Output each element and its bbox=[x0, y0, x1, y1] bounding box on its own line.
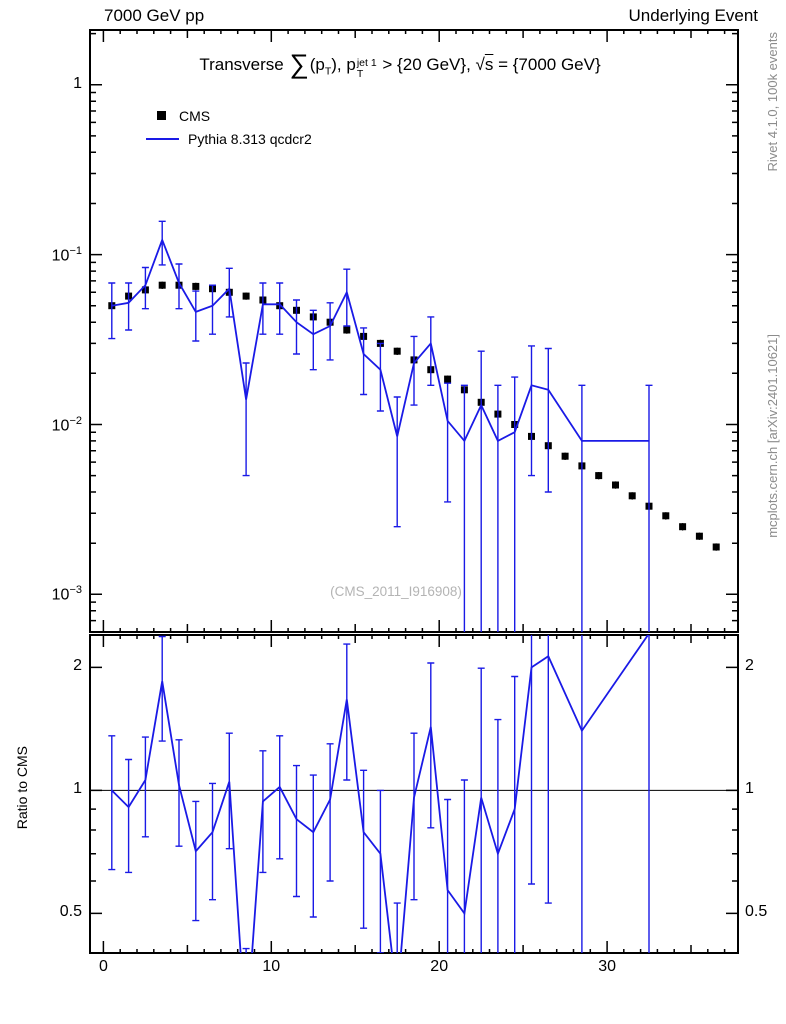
title-sup-jet1: jet 1 bbox=[356, 57, 377, 70]
x-tick-label: 30 bbox=[598, 958, 616, 975]
y-main-tick-label: 1 bbox=[73, 74, 82, 92]
y-main-tick-label: 10−3 bbox=[51, 584, 82, 604]
title-sub-t: T bbox=[324, 65, 332, 78]
y-main-tick-label: 10−2 bbox=[51, 414, 82, 434]
title-mid: ), p bbox=[331, 55, 356, 74]
analysis-id-watermark: (CMS_2011_I916908) bbox=[330, 584, 462, 599]
cms-data-points bbox=[108, 281, 720, 551]
x-tick-label: 20 bbox=[430, 958, 449, 975]
sum-symbol: ∑ bbox=[289, 49, 309, 79]
legend: CMS Pythia 8.313 qcdcr2 bbox=[146, 104, 312, 150]
header-beam-label: 7000 GeV pp bbox=[104, 6, 205, 25]
legend-row-pythia: Pythia 8.313 qcdcr2 bbox=[146, 127, 312, 150]
x-tick-label: 10 bbox=[262, 958, 281, 975]
legend-label-pythia: Pythia 8.313 qcdcr2 bbox=[188, 130, 312, 147]
axis-ticks bbox=[90, 30, 738, 954]
legend-label-cms: CMS bbox=[179, 107, 211, 124]
x-tick-label: 0 bbox=[98, 958, 108, 975]
title-sub-t2: T bbox=[356, 68, 364, 80]
title-suffix: = {7000 GeV} bbox=[493, 55, 601, 74]
title-prefix: Transverse bbox=[199, 55, 289, 74]
legend-row-cms: CMS bbox=[148, 104, 312, 127]
header-analysis-label: Underlying Event bbox=[628, 6, 758, 25]
ratio-tick-label-left: 0.5 bbox=[59, 903, 82, 921]
sqrt-symbol: √ bbox=[475, 55, 485, 74]
ratio-tick-label-right: 0.5 bbox=[745, 903, 768, 921]
ratio-tick-label-left: 2 bbox=[73, 657, 82, 675]
ratio-tick-label-right: 1 bbox=[745, 780, 754, 798]
title-s: s bbox=[484, 55, 494, 74]
pythia-ratio-curve bbox=[108, 635, 650, 953]
pythia-main-curve bbox=[108, 220, 653, 632]
ratio-tick-label-right: 2 bbox=[745, 657, 754, 675]
title-cmp: > {20 GeV}, bbox=[377, 55, 476, 74]
ratio-tick-label-left: 1 bbox=[73, 780, 82, 798]
y-main-tick-label: 10−1 bbox=[51, 244, 82, 264]
main-panel-frame bbox=[89, 29, 739, 633]
cms-square-marker-icon bbox=[157, 111, 166, 120]
pythia-line-marker-icon bbox=[146, 137, 179, 140]
ratio-panel-frame bbox=[89, 634, 739, 954]
title-open-paren: (p bbox=[309, 55, 325, 74]
